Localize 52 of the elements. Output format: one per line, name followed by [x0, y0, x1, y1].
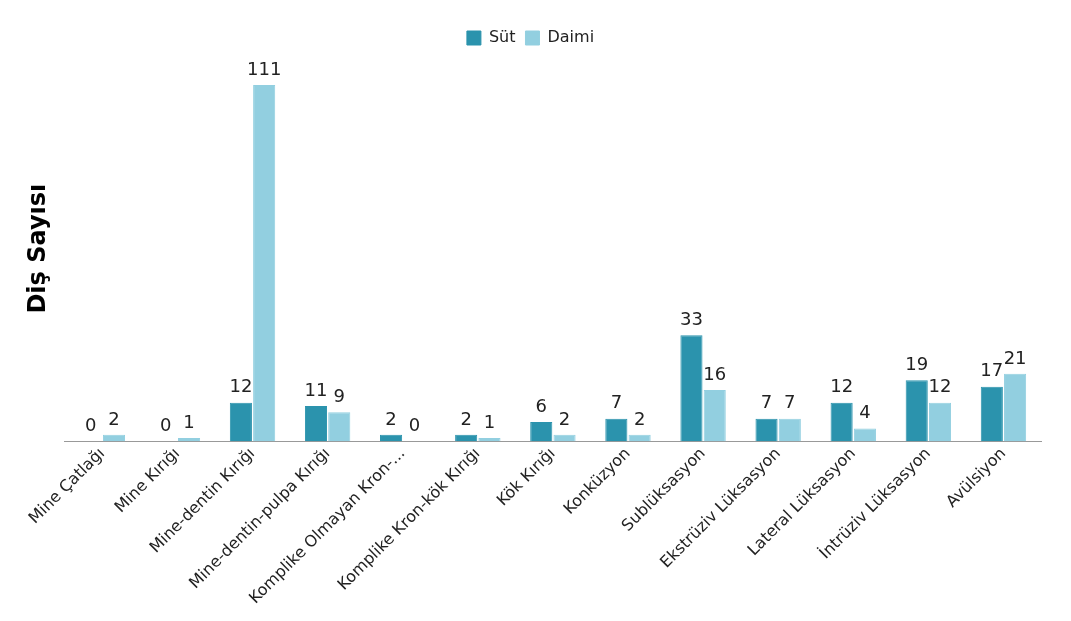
data-label: 1	[183, 410, 195, 432]
y-axis-title: Diş Sayısı	[22, 183, 51, 314]
data-label: 4	[859, 401, 871, 423]
legend-label: Daimi	[547, 27, 595, 47]
bar	[905, 380, 928, 442]
data-label: 111	[246, 57, 282, 79]
data-label: 17	[980, 359, 1004, 381]
data-label: 6	[535, 394, 547, 416]
data-label: 7	[760, 391, 773, 413]
legend-label: Süt	[488, 27, 516, 47]
data-label: 2	[108, 407, 120, 429]
bar	[778, 418, 801, 442]
bar	[553, 434, 576, 442]
bar	[178, 438, 201, 442]
bar	[605, 418, 628, 442]
data-label: 11	[304, 378, 328, 400]
bar	[703, 389, 726, 442]
data-label: 16	[703, 362, 727, 384]
bar	[628, 434, 651, 442]
bar	[455, 434, 478, 442]
data-label: 2	[460, 407, 472, 429]
data-label: 2	[633, 407, 646, 429]
data-label: 19	[905, 352, 929, 374]
bar	[928, 402, 952, 442]
bar	[853, 428, 876, 442]
data-label: 0	[408, 413, 421, 435]
bar	[328, 412, 351, 442]
data-label: 12	[928, 375, 952, 397]
data-label: 2	[558, 407, 571, 429]
data-label: 1	[483, 410, 496, 432]
bar	[980, 386, 1003, 442]
bar	[380, 434, 403, 442]
data-label: 2	[385, 407, 397, 429]
bar	[1004, 373, 1027, 442]
data-label: 7	[784, 391, 796, 413]
data-label: 0	[160, 413, 172, 435]
bar	[680, 335, 703, 442]
bar	[478, 438, 501, 442]
bar	[830, 402, 853, 442]
data-label: 0	[84, 413, 97, 435]
data-label: 7	[610, 391, 623, 413]
data-label: 21	[1003, 346, 1027, 368]
bar	[304, 405, 328, 442]
bar	[530, 422, 553, 442]
data-label: 12	[229, 375, 253, 397]
data-label: 9	[333, 385, 345, 407]
data-label: 12	[830, 375, 854, 397]
bar	[102, 434, 126, 442]
bar	[253, 84, 276, 442]
data-label: 33	[679, 307, 703, 329]
bar	[755, 418, 778, 442]
bar	[229, 402, 252, 442]
